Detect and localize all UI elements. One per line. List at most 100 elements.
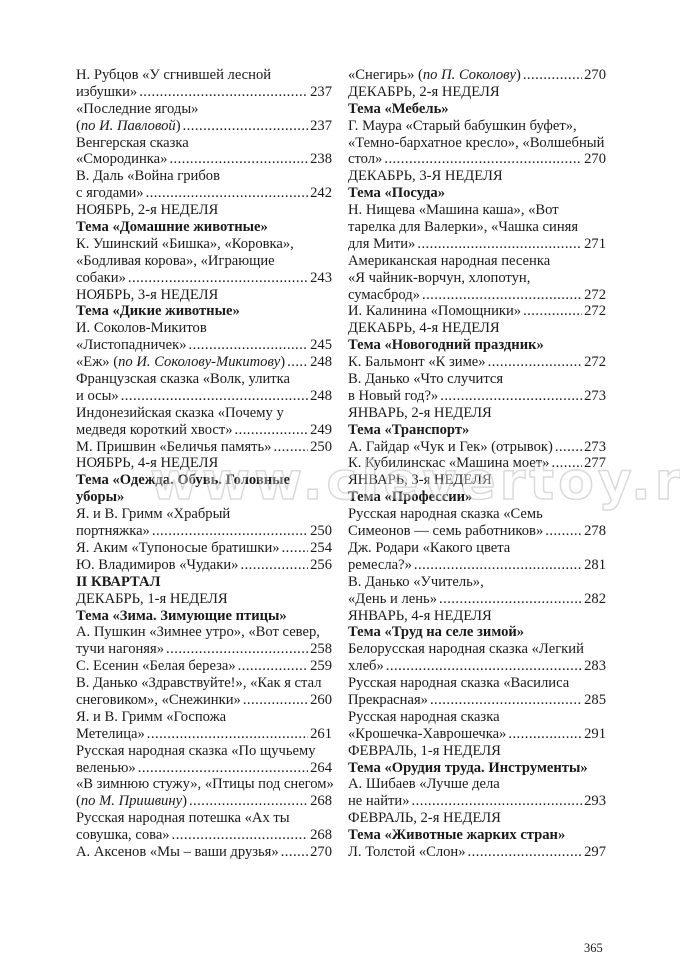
- entry-page-number: 277: [584, 455, 606, 472]
- toc-line: Русская народная сказка: [348, 709, 606, 726]
- entry-title: «Последние ягоды»: [76, 101, 198, 118]
- toc-entry: Ю. Владимиров «Чудаки» 256: [76, 557, 332, 574]
- toc-line: ЯНВАРЬ, 4-я НЕДЕЛЯ: [348, 608, 606, 625]
- entry-text: Французская сказка «Волк, улитка: [76, 371, 291, 388]
- toc-line: А. Пушкин «Зимнее утро», «Вот север,: [76, 624, 332, 641]
- entry-text: не найти»: [348, 793, 410, 810]
- entry-title: ФЕВРАЛЬ, 2-я НЕДЕЛЯ: [348, 810, 501, 827]
- entry-page-number: 254: [310, 539, 332, 556]
- dot-leader: [430, 692, 582, 709]
- entry-title: Метелица»: [76, 726, 145, 743]
- entry-page-number: 249: [310, 421, 332, 438]
- dot-leader: [281, 844, 308, 861]
- page-number: 365: [584, 941, 603, 955]
- entry-text-after: ): [182, 793, 187, 810]
- entry-title: II КВАРТАЛ: [76, 574, 160, 591]
- toc-heading: Тема «Труд на селе зимой»: [348, 624, 606, 641]
- entry-title: ремесла?»: [348, 557, 412, 574]
- toc-line: К. Ушинский «Бишка», «Коровка»,: [76, 236, 332, 253]
- entry-text: А. Аксенов «Мы – ваши друзья»: [76, 843, 279, 860]
- dot-leader: [414, 557, 582, 574]
- toc-entry: избушки» 237: [76, 84, 332, 101]
- toc-line: Дж. Родари «Какого цвета: [348, 540, 606, 557]
- dot-leader: [422, 287, 582, 304]
- toc-line: Русская народная потешка «Ах ты: [76, 810, 332, 827]
- toc-entry: тучи нагоняя» 258: [76, 641, 332, 658]
- toc-entry: и осы» 248: [76, 388, 332, 405]
- entry-text: Русская народная сказка «По щучьему: [76, 742, 316, 759]
- toc-line: «Темно-бархатное кресло», «Волшебный: [348, 135, 606, 152]
- entry-title: И. Калинина «Помощники»: [348, 303, 521, 320]
- entry-title: Дж. Родари «Какого цвета: [348, 540, 510, 557]
- toc-line: Индонезийская сказка «Почему у: [76, 405, 332, 422]
- entry-title: ЯНВАРЬ, 2-я НЕДЕЛЯ: [348, 405, 492, 422]
- toc-entry: А. Гайдар «Чук и Гек» (отрывок) 273: [348, 439, 606, 456]
- entry-text: Тема «Домашние животные»: [76, 219, 268, 236]
- toc-line: Американская народная песенка: [348, 253, 606, 270]
- entry-text-after: ): [280, 354, 286, 371]
- toc-entry: ремесла?» 281: [348, 557, 606, 574]
- entry-text: Тема «Одежда. Обувь. Головные: [76, 472, 290, 489]
- dot-leader: [121, 388, 308, 405]
- entry-title: избушки»: [76, 84, 137, 101]
- entry-title: совушка, сова»: [76, 827, 170, 844]
- entry-page-number: 258: [310, 641, 332, 658]
- entry-title: веленью»: [76, 760, 136, 777]
- toc-line: ДЕКАБРЬ, 4-я НЕДЕЛЯ: [348, 320, 606, 337]
- entry-text: Н. Нищева «Машина каша», «Вот: [348, 202, 559, 219]
- toc-line: Венгерская сказка: [76, 135, 332, 152]
- dot-leader: [439, 591, 582, 608]
- toc-heading: Тема «Одежда. Обувь. Головные: [76, 472, 332, 489]
- dot-leader: [128, 270, 308, 287]
- entry-title: Г. Маура «Старый бабушкин буфет»,: [348, 118, 577, 135]
- dot-leader: [551, 455, 582, 472]
- entry-text: Г. Маура «Старый бабушкин буфет»,: [348, 117, 577, 134]
- entry-text: медведя короткий хвост»: [76, 421, 233, 438]
- toc-line: «В зимнюю стужу», «Птицы под снегом»: [76, 776, 334, 793]
- entry-title: Американская народная песенка: [348, 253, 550, 270]
- entry-page-number: 282: [584, 590, 606, 607]
- entry-page-number: 237: [310, 83, 332, 100]
- entry-title: не найти»: [348, 793, 410, 810]
- entry-text: Тема «Новогодний праздник»: [348, 337, 544, 354]
- toc-entry: «Листопадничек» 245: [76, 337, 332, 354]
- dot-leader: [139, 84, 308, 101]
- entry-text: В. Даль «Война грибов: [76, 168, 220, 185]
- toc-line: И. Соколов-Микитов: [76, 320, 332, 337]
- entry-text: И. Соколов-Микитов: [76, 320, 207, 337]
- entry-page-number: 242: [310, 185, 332, 202]
- entry-title: Тема «Животные жарких стран»: [348, 827, 565, 844]
- toc-entry: сумасброд» 272: [348, 287, 606, 304]
- entry-title: Я. и В. Гримм «Храбрый: [76, 506, 230, 523]
- toc-entry: Прекрасная» 285: [348, 692, 606, 709]
- entry-text: К. Кубилинскас «Машина моет»: [348, 455, 550, 472]
- entry-title: Русская народная сказка «Василиса: [348, 675, 569, 692]
- toc-entry: Л. Толстой «Слон» 297: [348, 844, 606, 861]
- entry-title: и осы»: [76, 388, 119, 405]
- entry-title: «Смородинка»: [76, 151, 167, 168]
- dot-leader: [138, 760, 308, 777]
- toc-line: В. Данько «Здравствуйте!», «Как я стал: [76, 675, 332, 692]
- entry-text: Тема «Посуда»: [348, 185, 446, 202]
- toc-entry: Симеонов — семь работников» 278: [348, 523, 606, 540]
- entry-text: избушки»: [76, 83, 138, 100]
- dot-leader: [169, 151, 308, 168]
- entry-page-number: 270: [584, 151, 606, 168]
- entry-title: «Крошечка-Хаврошечка»: [348, 726, 506, 743]
- entry-page-number: 261: [310, 725, 332, 742]
- entry-page-number: 250: [310, 438, 332, 455]
- entry-title: медведя короткий хвост»: [76, 422, 233, 439]
- entry-text: (: [76, 793, 81, 810]
- entry-title: уборы»: [76, 489, 124, 506]
- entry-text: «Темно-бархатное кресло», «Волшебный: [348, 134, 605, 151]
- entry-text: Тема «Зима. Зимующие птицы»: [76, 607, 287, 624]
- entry-page-number: 268: [310, 827, 332, 844]
- toc-line: А. Шибаев «Лучше дела: [348, 776, 606, 793]
- entry-text: и осы»: [76, 387, 119, 404]
- entry-text: А. Пушкин «Зимнее утро», «Вот север,: [76, 624, 320, 641]
- entry-title: ДЕКАБРЬ, 3-Я НЕДЕЛЯ: [348, 168, 503, 185]
- dot-leader: [235, 422, 309, 439]
- entry-page-number: 293: [584, 793, 606, 810]
- entry-text: С. Есенин «Белая береза»: [76, 658, 236, 675]
- dot-leader: [417, 236, 582, 253]
